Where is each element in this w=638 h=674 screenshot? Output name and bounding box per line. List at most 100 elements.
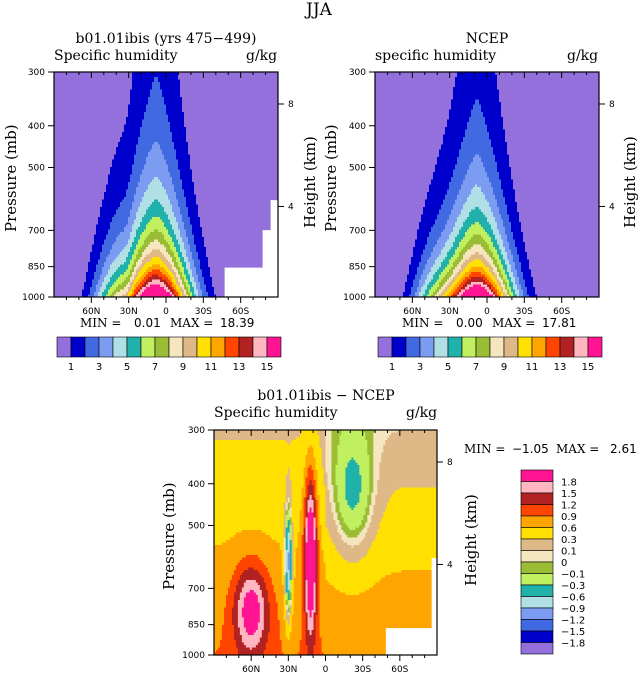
colorbar-label: 15 <box>582 362 595 373</box>
colorbar-swatch <box>252 336 268 358</box>
y2-tick-label: 8 <box>288 100 294 110</box>
y-tick-label: 850 <box>28 263 45 273</box>
x-tick-label: 0 <box>484 307 490 317</box>
panel2-title: NCEP <box>375 31 599 47</box>
colorbar-swatch <box>520 550 554 563</box>
y-tick-label: 400 <box>188 480 205 490</box>
colorbar-label: 9 <box>501 362 507 373</box>
colorbar-label: 15 <box>261 362 274 373</box>
colorbar-label: 11 <box>526 362 539 373</box>
colorbar-swatch <box>520 596 554 609</box>
y-tick-label: 1000 <box>343 293 366 303</box>
panel2-colorbar: 1 3 5 7 9 11 13 15 <box>377 336 603 373</box>
x-tick-label: 30S <box>354 665 371 674</box>
colorbar-label: 1.2 <box>561 501 577 512</box>
colorbar-label: 9 <box>180 362 186 373</box>
colorbar-swatch <box>520 573 554 586</box>
y-tick-label: 500 <box>349 163 366 173</box>
colorbar-swatch <box>489 336 505 358</box>
panel2-subtitle-right: g/kg <box>567 48 598 64</box>
colorbar-swatch <box>520 504 554 517</box>
colorbar-swatch <box>587 336 603 358</box>
colorbar-swatch <box>419 336 435 358</box>
colorbar-swatch <box>520 538 554 551</box>
x-tick-label: 0 <box>323 665 329 674</box>
colorbar-label: 0.6 <box>561 524 577 535</box>
y-tick-label: 1000 <box>182 651 205 661</box>
y-tick-label: 700 <box>28 226 45 236</box>
figure-title: JJA <box>0 0 638 20</box>
y-tick-label: 1000 <box>22 293 45 303</box>
colorbar-label: 0.9 <box>561 512 577 523</box>
panel3-max-value: 2.61 <box>610 442 637 456</box>
colorbar-swatch <box>70 336 86 358</box>
colorbar-label: 5 <box>445 362 451 373</box>
colorbar-swatch <box>520 527 554 540</box>
colorbar-label: 3 <box>96 362 102 373</box>
y-tick-label: 400 <box>349 122 366 132</box>
panel1-subtitle-left: Specific humidity <box>54 48 178 64</box>
colorbar-label: 7 <box>473 362 479 373</box>
panel3-plot: 300 400 500 700 850 1000 60N 30N 0 30S 60S 8 4 <box>182 426 453 674</box>
panel2-plot: 300 400 500 700 850 1000 60N 30N 0 30S 60S 8 4 <box>343 68 615 317</box>
colorbar-swatch <box>154 336 170 358</box>
y2-tick-label: 4 <box>447 560 453 570</box>
y2-tick-label: 8 <box>609 100 615 110</box>
colorbar-swatch <box>196 336 212 358</box>
y-tick-label: 500 <box>28 163 45 173</box>
colorbar-swatch <box>168 336 184 358</box>
colorbar-swatch <box>433 336 449 358</box>
colorbar-swatch <box>531 336 547 358</box>
colorbar-label: 13 <box>554 362 567 373</box>
y-tick-label: 300 <box>188 426 205 436</box>
x-tick-label: 30S <box>516 307 533 317</box>
y-tick-label: 300 <box>28 68 45 78</box>
panel2-min-value: 0.00 <box>456 316 483 330</box>
x-tick-label: 60N <box>242 665 260 674</box>
colorbar-label: −0.6 <box>561 593 585 604</box>
colorbar-swatch <box>520 584 554 597</box>
y2-tick-label: 8 <box>447 458 453 468</box>
colorbar-label: 1.5 <box>561 489 577 500</box>
y-tick-label: 700 <box>349 226 366 236</box>
colorbar-swatch <box>447 336 463 358</box>
colorbar-swatch <box>224 336 240 358</box>
colorbar-label: 0.3 <box>561 535 577 546</box>
colorbar-swatch <box>238 336 254 358</box>
panel3-min-value: −1.05 <box>512 442 549 456</box>
x-tick-label: 60S <box>553 307 570 317</box>
colorbar-swatch <box>461 336 477 358</box>
colorbar-label: −1.5 <box>561 627 585 638</box>
panel1-plot: 300 400 500 700 850 1000 60N 30N 0 30S 60S 8 4 <box>22 68 294 317</box>
colorbar-label: −0.1 <box>561 570 585 581</box>
x-tick-label: 30N <box>120 307 138 317</box>
panel3-max-label: MAX = <box>556 442 599 456</box>
panel2-contours <box>375 72 599 297</box>
x-tick-label: 0 <box>163 307 169 317</box>
colorbar-swatch <box>503 336 519 358</box>
colorbar-swatch <box>517 336 533 358</box>
panel1-max-value: 18.39 <box>220 316 254 330</box>
panel1-max-label: MAX = <box>170 316 213 330</box>
colorbar-swatch <box>140 336 156 358</box>
panel2-max-label: MAX = <box>492 316 535 330</box>
colorbar-swatch <box>98 336 114 358</box>
colorbar-label: 3 <box>417 362 423 373</box>
x-tick-label: 60N <box>82 307 100 317</box>
y-tick-label: 850 <box>188 621 205 631</box>
colorbar-label: 5 <box>124 362 130 373</box>
colorbar-label: −0.9 <box>561 604 585 615</box>
x-tick-label: 60N <box>403 307 421 317</box>
panel1-subtitle-right: g/kg <box>246 48 277 64</box>
colorbar-swatch <box>475 336 491 358</box>
colorbar-label: 11 <box>205 362 218 373</box>
colorbar-label: −0.3 <box>561 581 585 592</box>
y-tick-label: 300 <box>349 68 366 78</box>
panel2-min-label: MIN = <box>402 316 443 330</box>
colorbar-swatch <box>520 642 554 655</box>
panel2-max-value: 17.81 <box>542 316 576 330</box>
colorbar-swatch <box>545 336 561 358</box>
colorbar-label: 13 <box>233 362 246 373</box>
colorbar-swatch <box>405 336 421 358</box>
colorbar-swatch <box>56 336 72 358</box>
